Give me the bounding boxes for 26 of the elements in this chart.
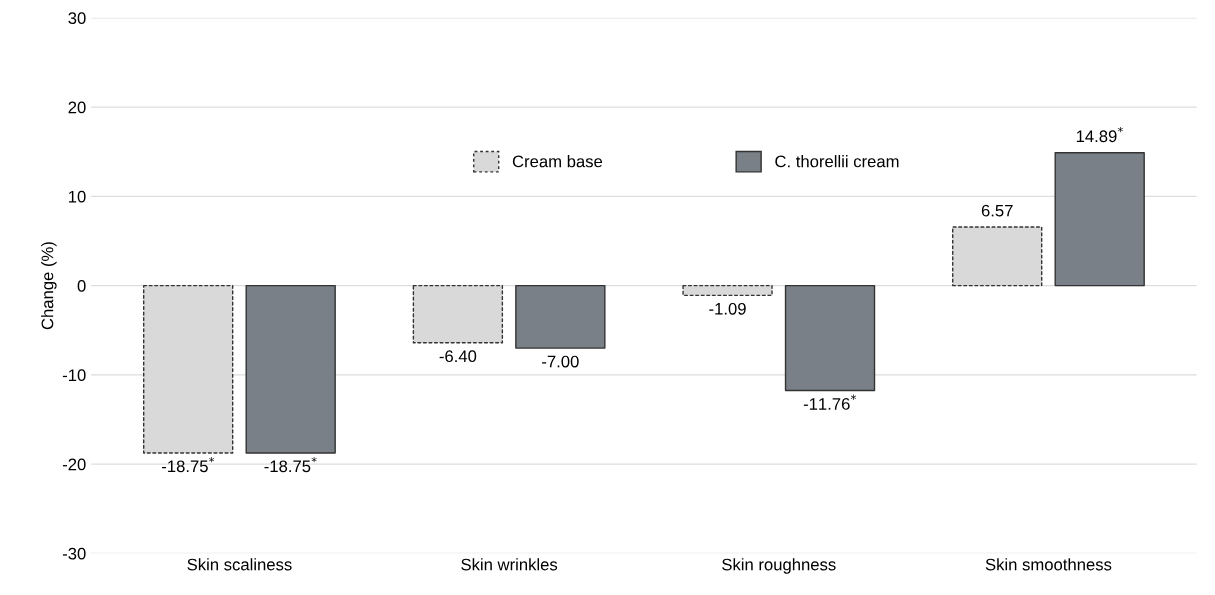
bar (1054, 152, 1145, 287)
bar (784, 284, 876, 392)
y-tick-label: 30 (68, 12, 86, 25)
x-tick-label: Skin wrinkles (461, 558, 558, 571)
data-label: -18.75$^{*}$ (264, 457, 317, 473)
data-label: 6.57 (981, 204, 1013, 217)
legend-label: Cream base (512, 155, 603, 168)
y-tick-label: -20 (62, 458, 86, 471)
data-label: -6.40 (439, 350, 477, 363)
x-tick-label: Skin scaliness (187, 558, 292, 571)
y-tick-label: 10 (69, 190, 86, 203)
y-axis-title: Change (%) (41, 242, 57, 330)
x-tick-label: Skin smoothness (985, 558, 1112, 571)
data-label: -18.75$^{*}$ (162, 457, 215, 473)
legend-label: C. thorellii cream (775, 155, 899, 168)
y-tick-label: -10 (62, 369, 86, 382)
data-label: -11.76$^{*}$ (803, 394, 857, 410)
y-tick-label: 20 (68, 101, 86, 114)
y-tick-label: -30 (62, 547, 86, 560)
data-label: -7.00 (542, 355, 579, 368)
x-tick-label: Skin roughness (722, 558, 836, 574)
bar (245, 284, 336, 454)
bar (515, 284, 606, 349)
data-label: 14.89$^{*}$ (1076, 126, 1123, 143)
y-tick-label: 0 (77, 280, 86, 292)
data-label: -1.09 (709, 302, 746, 315)
